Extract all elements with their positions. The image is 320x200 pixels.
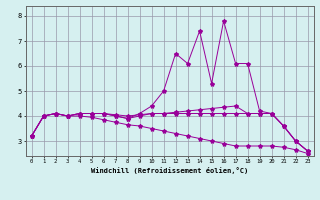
X-axis label: Windchill (Refroidissement éolien,°C): Windchill (Refroidissement éolien,°C): [91, 167, 248, 174]
